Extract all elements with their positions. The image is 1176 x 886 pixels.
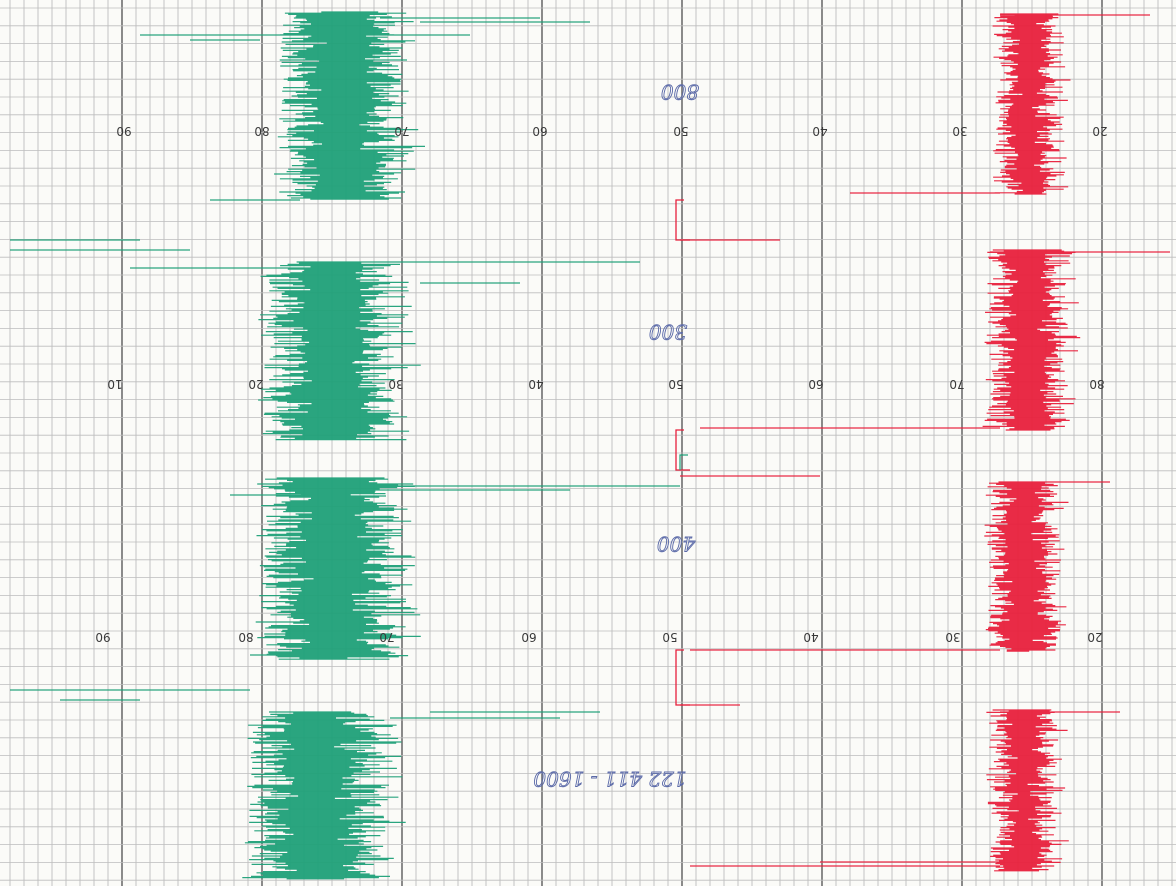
scale-label: 80 (1089, 377, 1104, 391)
scale-label: 50 (662, 630, 677, 644)
scale-label: 40 (812, 124, 827, 138)
scale-label: 30 (388, 377, 403, 391)
scale-label: 60 (521, 630, 536, 644)
handwritten-note: 122 411 - 1600 (533, 767, 686, 791)
green-trace-segment (10, 239, 640, 441)
handwritten-note: 800 (661, 80, 699, 104)
timing-mark (675, 649, 690, 706)
timing-mark (675, 429, 690, 471)
scale-label: 20 (1092, 124, 1107, 138)
scale-label: 90 (95, 630, 110, 644)
handwritten-notes: 800 300 400 122 411 - 1600 (533, 80, 700, 792)
scale-label: 60 (532, 124, 547, 138)
scale-label: 10 (107, 377, 122, 391)
scale-label: 80 (254, 124, 269, 138)
scale-labels-section-1: 90 80 70 60 50 40 30 20 (116, 124, 1107, 138)
scale-label: 30 (952, 124, 967, 138)
scale-label: 70 (394, 124, 409, 138)
green-trace-segment (230, 477, 680, 660)
green-trace-segment (140, 11, 590, 201)
scale-label: 20 (1087, 630, 1102, 644)
red-trace-segment (680, 249, 1170, 477)
scale-label: 70 (379, 630, 394, 644)
scale-label: 20 (248, 377, 263, 391)
red-trace-segment (680, 481, 1110, 706)
scale-label: 70 (949, 377, 964, 391)
handwritten-note: 400 (657, 532, 696, 556)
scale-label: 30 (945, 630, 960, 644)
traces (10, 11, 1170, 880)
scale-label: 50 (673, 124, 688, 138)
scale-label: 80 (238, 630, 253, 644)
scale-label: 60 (808, 377, 823, 391)
scale-label: 90 (116, 124, 131, 138)
red-trace-segment (680, 13, 1150, 241)
scale-label: 40 (528, 377, 543, 391)
handwritten-note: 300 (649, 320, 687, 344)
red-trace-segment (690, 709, 1120, 872)
scale-label: 50 (668, 377, 683, 391)
scale-label: 40 (803, 630, 818, 644)
scale-labels-section-2: 10 20 30 40 50 60 70 80 (107, 377, 1104, 391)
green-trace-segment (10, 689, 600, 880)
timing-mark (675, 199, 690, 241)
scale-labels-section-3: 90 80 70 60 50 40 30 20 (95, 630, 1102, 644)
timing-mark (679, 454, 688, 470)
timing-marks (675, 199, 690, 706)
